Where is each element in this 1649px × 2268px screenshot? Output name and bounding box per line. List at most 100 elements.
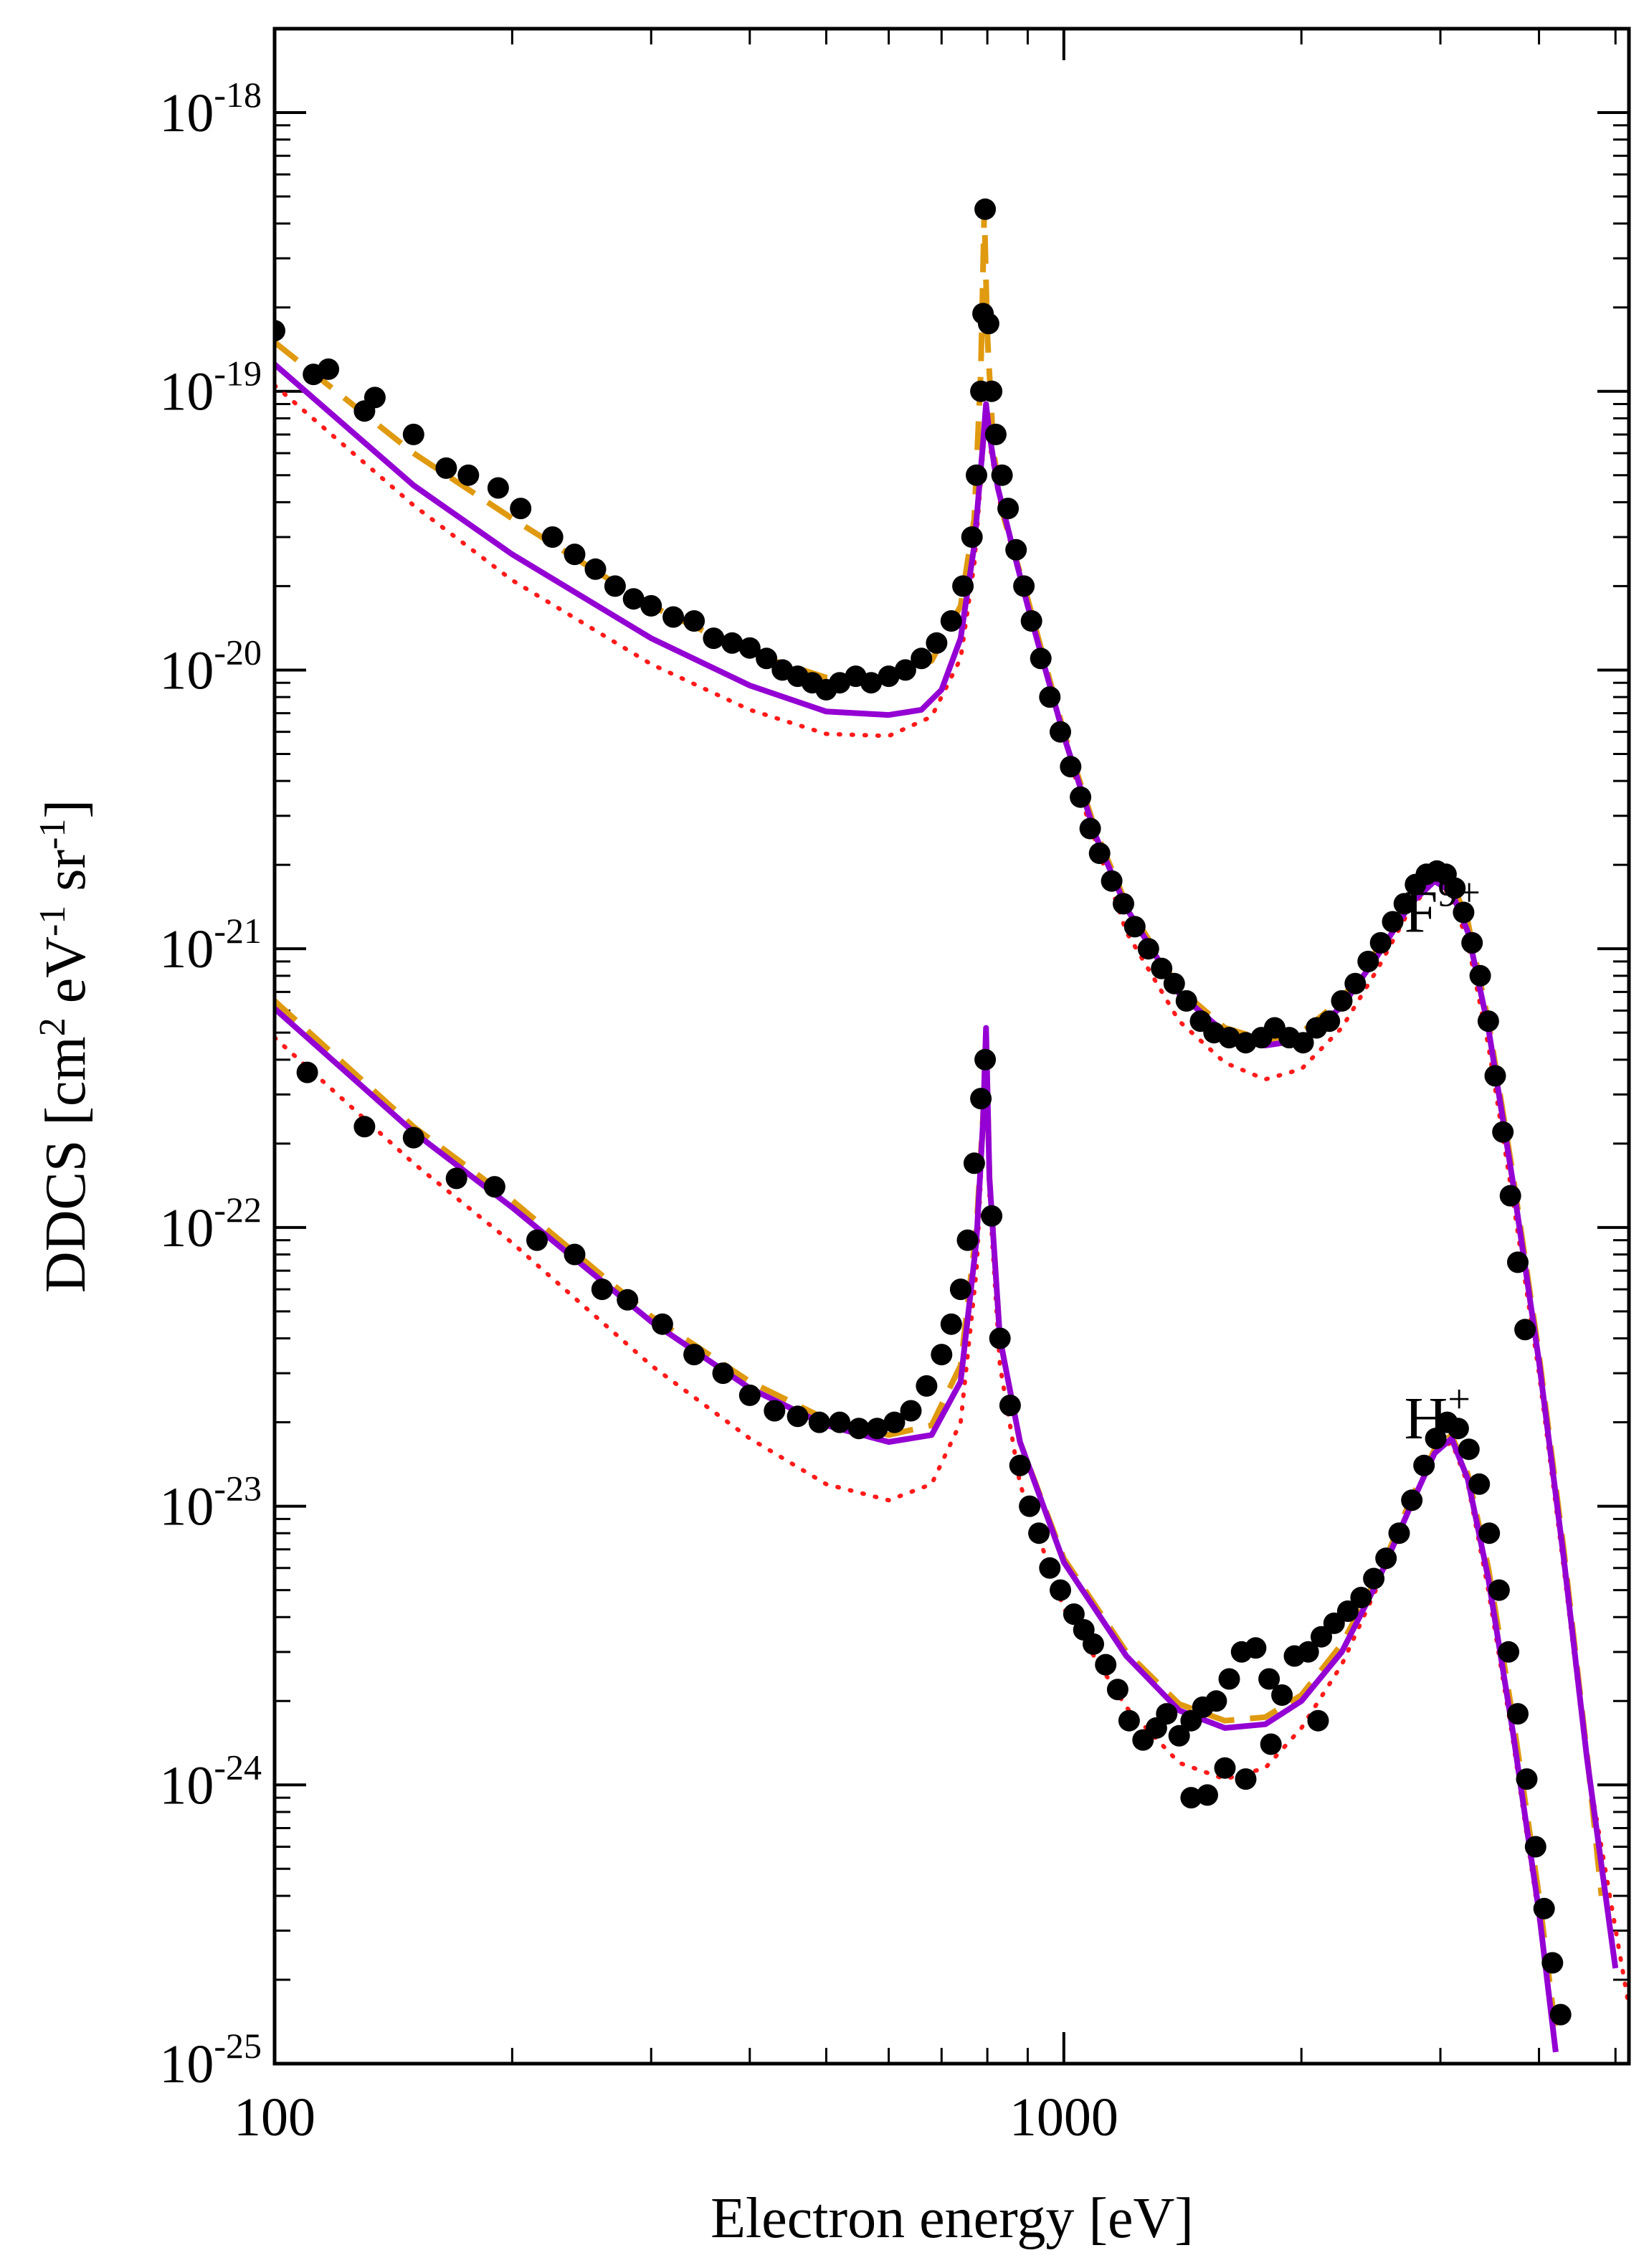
H+-data-point bbox=[1106, 1679, 1128, 1701]
F9+-data-point bbox=[435, 457, 457, 479]
H+-data-point bbox=[1095, 1653, 1117, 1676]
F9+-data-point bbox=[683, 610, 705, 632]
F9+-data-point bbox=[991, 464, 1013, 486]
H+-data-point bbox=[866, 1418, 888, 1440]
F9+-data-point bbox=[604, 575, 626, 597]
H+-data-point bbox=[1468, 1473, 1491, 1495]
H+-data-point bbox=[989, 1327, 1011, 1349]
F9+-data-point bbox=[997, 498, 1020, 520]
F9+-data-point bbox=[1079, 817, 1101, 840]
F9+-data-point bbox=[622, 588, 645, 610]
H+-data-point bbox=[1524, 1836, 1546, 1858]
H+-data-point bbox=[1197, 1784, 1218, 1806]
H+-data-point bbox=[1297, 1641, 1319, 1663]
F9+-data-point bbox=[952, 575, 974, 597]
H+-data-point bbox=[974, 1048, 997, 1071]
H+-data-point bbox=[1063, 1603, 1085, 1626]
F9+-data-point bbox=[1369, 931, 1392, 954]
H+-data-point bbox=[1336, 1600, 1359, 1622]
F9+-data-point bbox=[402, 423, 424, 445]
F9+-data-point bbox=[1163, 972, 1185, 995]
H+-data-point bbox=[1271, 1684, 1293, 1706]
H+-data-point bbox=[1507, 1703, 1529, 1725]
H+-data-point bbox=[1180, 1787, 1202, 1809]
annotation-f9: F9+ bbox=[1405, 871, 1481, 946]
y-tick-label: 10-18 bbox=[159, 75, 262, 143]
H+-data-point bbox=[848, 1418, 870, 1440]
F9+-data-point bbox=[1484, 1065, 1506, 1087]
H+-data-point bbox=[402, 1126, 424, 1149]
major-ticks bbox=[273, 29, 1629, 2065]
H+-data-point bbox=[1458, 1438, 1480, 1461]
F9+-data-point bbox=[1088, 843, 1111, 864]
H+-data-point bbox=[1156, 1703, 1178, 1725]
F9+-data-point bbox=[541, 526, 564, 548]
H+-data-point bbox=[1218, 1668, 1240, 1690]
plot-frame bbox=[272, 27, 1631, 2066]
annotations: F9+ H+ bbox=[1405, 871, 1481, 1453]
H+-data-point bbox=[900, 1400, 922, 1422]
F9+-data-point bbox=[662, 606, 685, 628]
y-tick-label: 10-22 bbox=[159, 1190, 262, 1258]
H+-data-point bbox=[1039, 1557, 1061, 1579]
F9+-data-point bbox=[318, 358, 340, 380]
F9+-data-point bbox=[363, 386, 386, 409]
F9+-data-point bbox=[1453, 901, 1475, 924]
H+-data-point bbox=[1118, 1709, 1140, 1732]
y-tick-label: 10-25 bbox=[159, 2026, 262, 2094]
F9+-data-point bbox=[721, 632, 743, 654]
F9+-data-point bbox=[1393, 893, 1415, 915]
F9+-data-point bbox=[1070, 786, 1092, 808]
y-tick-label: 10-20 bbox=[159, 632, 262, 701]
x-tick-label: 100 bbox=[234, 2087, 315, 2148]
F9+-data-point bbox=[1507, 1251, 1529, 1273]
H+-data-point bbox=[1205, 1690, 1227, 1712]
y-tick-label: 10-23 bbox=[159, 1468, 262, 1537]
H+-data-point bbox=[1019, 1495, 1041, 1517]
data-points bbox=[275, 198, 1572, 2026]
F9+-data-point bbox=[1005, 538, 1027, 561]
F9+-data-point bbox=[564, 544, 586, 566]
H+-data-point bbox=[1258, 1668, 1280, 1690]
F9+-data-point bbox=[1101, 870, 1123, 892]
F9+-data-point bbox=[1020, 610, 1042, 632]
H+-data-point bbox=[1401, 1489, 1423, 1512]
H+-data-point bbox=[1549, 2003, 1572, 2026]
y-tick-label: 10-21 bbox=[159, 911, 262, 979]
H+-data-point bbox=[1375, 1547, 1397, 1570]
F9+-data-point bbox=[738, 637, 761, 659]
F9+-data-point bbox=[487, 477, 509, 499]
F9+-data-point bbox=[1030, 647, 1052, 670]
H+-data-point bbox=[1413, 1454, 1435, 1476]
F9+-data-point bbox=[1499, 1185, 1521, 1207]
F9+-data-point bbox=[1357, 950, 1379, 972]
F9+-data-point bbox=[1137, 938, 1159, 960]
H+-data-point bbox=[738, 1384, 761, 1406]
F9+-data-point bbox=[1492, 1121, 1514, 1143]
H+-data-point bbox=[1388, 1522, 1410, 1545]
H+-data-point bbox=[1235, 1768, 1257, 1790]
F9+-data-point bbox=[878, 665, 900, 688]
F9+-data-point bbox=[1039, 686, 1061, 708]
H+-dashed-curve bbox=[275, 998, 1559, 2033]
H+-data-point bbox=[712, 1362, 734, 1385]
H+-data-point bbox=[829, 1411, 851, 1433]
H+-data-point bbox=[1214, 1757, 1236, 1779]
H+-data-point bbox=[617, 1289, 639, 1311]
H+-data-point bbox=[1245, 1637, 1267, 1659]
H+-data-point bbox=[1050, 1579, 1071, 1601]
H+-solid-curve bbox=[275, 1006, 1559, 2053]
H+-data-point bbox=[981, 1205, 1003, 1227]
H+-data-point bbox=[1083, 1633, 1104, 1655]
F9+-data-point bbox=[1218, 1027, 1240, 1049]
H+-data-point bbox=[651, 1313, 673, 1335]
F9+-data-point bbox=[457, 464, 480, 486]
F9+-data-point bbox=[894, 659, 916, 681]
H+-data-point bbox=[1260, 1733, 1282, 1755]
F9+-data-point bbox=[977, 313, 999, 335]
F9+-data-point bbox=[1151, 957, 1173, 979]
H+-data-point bbox=[1498, 1641, 1520, 1663]
F9+-data-point bbox=[860, 672, 883, 694]
F9+-data-point bbox=[510, 498, 532, 520]
